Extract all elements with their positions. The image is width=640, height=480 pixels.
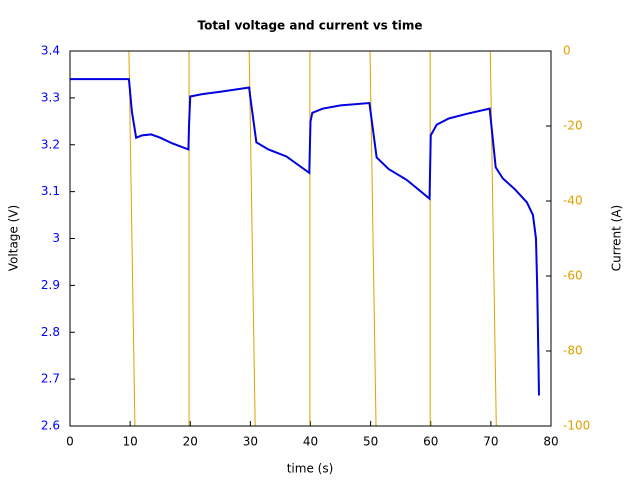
series-line <box>70 78 540 396</box>
x-tick-label: 50 <box>363 435 378 449</box>
x-tick-label: 70 <box>483 435 498 449</box>
y-tick-label: 3 <box>52 231 60 245</box>
y-tick-label: 2.8 <box>41 325 60 339</box>
y2-tick-label: -40 <box>563 194 583 208</box>
y2-tick-label: -60 <box>563 269 583 283</box>
y-tick-label: 2.7 <box>41 372 60 386</box>
y-tick-label: 2.9 <box>41 278 60 292</box>
y2-tick-label: 0 <box>563 44 571 58</box>
y2-tick-label: -100 <box>563 419 590 433</box>
plot-frame <box>69 50 552 427</box>
y-tick-label: 3.2 <box>41 137 60 151</box>
x-axis-label: time (s) <box>287 462 334 476</box>
x-tick-label: 80 <box>543 435 558 449</box>
x-tick-label: 20 <box>183 435 198 449</box>
x-tick-label: 40 <box>303 435 318 449</box>
y-axis-label: Voltage (V) <box>7 205 21 271</box>
chart-title: Total voltage and current vs time <box>197 19 422 33</box>
y2-tick-label: -20 <box>563 119 583 133</box>
y-tick-label: 2.6 <box>41 419 60 433</box>
y2-axis-label: Current (A) <box>610 205 624 271</box>
x-tick-label: 10 <box>122 435 137 449</box>
y-tick-label: 3.4 <box>41 44 60 58</box>
series-line <box>70 50 539 427</box>
x-tick-label: 0 <box>66 435 74 449</box>
x-tick-label: 60 <box>423 435 438 449</box>
y-tick-label: 3.3 <box>41 90 60 104</box>
y2-tick-label: -80 <box>563 344 583 358</box>
y-tick-label: 3.1 <box>41 184 60 198</box>
x-tick-label: 30 <box>243 435 258 449</box>
